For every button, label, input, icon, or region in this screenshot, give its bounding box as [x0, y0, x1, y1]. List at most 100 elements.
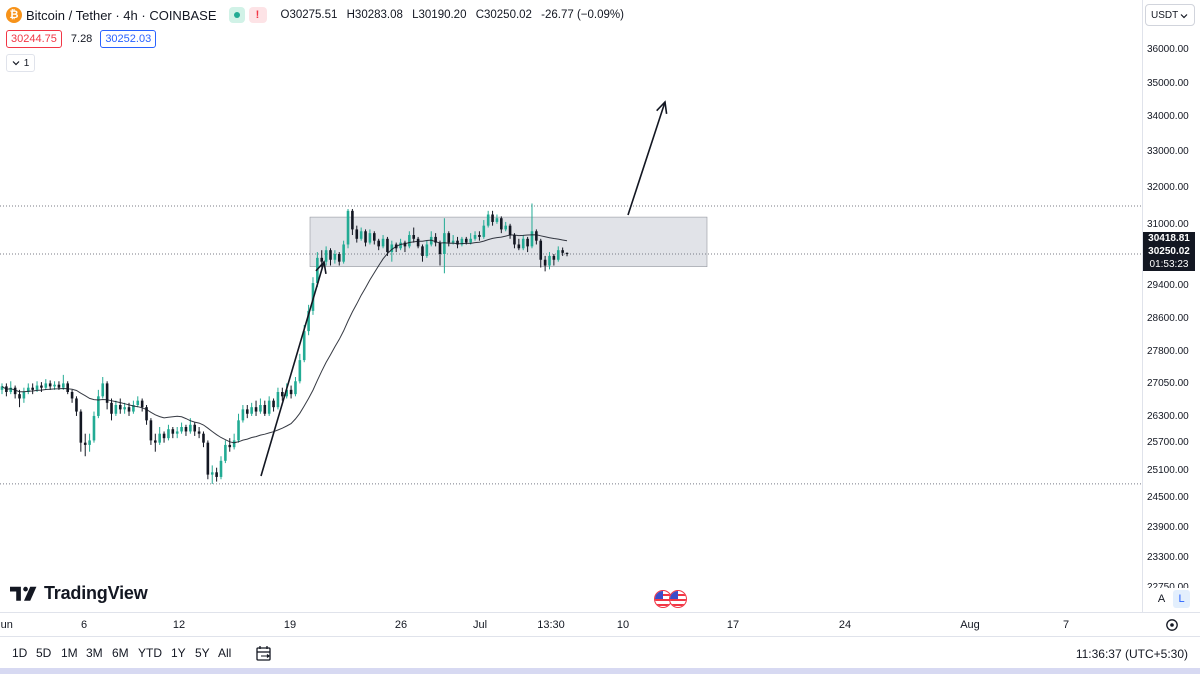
- candle-body: [9, 387, 13, 392]
- buy-button[interactable]: 30252.03: [100, 30, 157, 48]
- candle-body: [451, 240, 455, 243]
- range-button-1m[interactable]: 1M: [61, 646, 78, 660]
- price-chart[interactable]: [0, 0, 1142, 612]
- candle-body: [237, 420, 240, 441]
- range-rectangle: [309, 216, 708, 267]
- candle-body: [329, 250, 332, 260]
- range-button-6m[interactable]: 6M: [112, 646, 129, 660]
- range-button-ytd[interactable]: YTD: [138, 646, 162, 660]
- range-button-1d[interactable]: 1D: [12, 646, 28, 660]
- candle-body: [118, 404, 122, 410]
- candle-body: [127, 407, 131, 412]
- candle-body: [320, 257, 324, 262]
- log-scale-button[interactable]: L: [1173, 590, 1190, 608]
- candle-body: [101, 383, 105, 397]
- price-axis-label: 27800.00: [1147, 346, 1189, 357]
- candle-body: [267, 400, 271, 414]
- candle-body: [504, 225, 507, 230]
- economic-events[interactable]: [654, 590, 687, 608]
- candle-body: [263, 404, 267, 414]
- price-axis-label: 25100.00: [1147, 465, 1189, 476]
- time-axis[interactable]: Jun 6 12 19 26 Jul 13:30 10 17 24 Aug 7: [0, 612, 1200, 636]
- time-axis-label: Aug: [960, 619, 980, 631]
- candle-body: [460, 238, 464, 245]
- auto-scale-button[interactable]: A: [1157, 593, 1166, 605]
- candle-body: [132, 404, 135, 412]
- tradingview-wordmark: TradingView: [44, 582, 148, 603]
- candle-body: [535, 231, 538, 241]
- event-flag-icon[interactable]: [654, 590, 672, 608]
- candle-body: [556, 250, 560, 260]
- candle-body: [79, 411, 83, 443]
- time-axis-label: 7: [1062, 619, 1070, 631]
- sell-button[interactable]: 30244.75: [6, 30, 62, 48]
- candle-body: [228, 444, 232, 448]
- candle-body: [66, 383, 69, 392]
- close-value: C30250.02: [475, 9, 532, 21]
- settings-icon[interactable]: [1164, 617, 1180, 633]
- price-axis[interactable]: [1142, 0, 1200, 612]
- candle-body: [399, 242, 402, 249]
- price-axis-label: 32000.00: [1147, 182, 1189, 193]
- candle-body: [184, 427, 188, 432]
- candle-body: [254, 407, 258, 412]
- range-button-all[interactable]: All: [218, 646, 232, 660]
- range-button-5d[interactable]: 5D: [36, 646, 52, 660]
- low-value: L30190.20: [412, 9, 467, 21]
- price-axis-label: 24500.00: [1147, 492, 1189, 503]
- candle-body: [425, 244, 429, 256]
- candle-body: [110, 402, 113, 414]
- high-value: H30283.08: [346, 9, 403, 21]
- symbol-title[interactable]: Bitcoin / Tether · 4h · COINBASE: [26, 7, 217, 23]
- candle-body: [215, 472, 218, 477]
- candle-body: [210, 472, 214, 475]
- time-axis-label: 10: [616, 619, 630, 631]
- candle-body: [517, 244, 521, 249]
- candle-body: [359, 231, 363, 239]
- candle-body: [88, 440, 91, 445]
- candle-body: [351, 210, 354, 230]
- candle-body: [35, 385, 39, 390]
- candle-body: [105, 383, 109, 403]
- candle-body: [193, 424, 197, 432]
- date-range-icon[interactable]: [254, 644, 274, 664]
- candle-body: [368, 233, 372, 243]
- time-axis-label: 12: [172, 619, 186, 631]
- chart-pane[interactable]: [0, 0, 1142, 612]
- candle-body: [272, 400, 275, 408]
- candle-body: [307, 310, 310, 332]
- candle-body: [75, 398, 78, 412]
- candle-body: [232, 440, 236, 448]
- clock-timezone[interactable]: 11:36:37 (UTC+5:30): [1075, 647, 1188, 661]
- candle-body: [513, 235, 516, 245]
- candle-body: [324, 250, 328, 262]
- candle-body: [31, 387, 34, 390]
- tradingview-logo-mark: [10, 586, 37, 601]
- symbol-legend: ₿ Bitcoin / Tether · 4h · COINBASE ! O30…: [6, 6, 630, 24]
- event-flag-icon[interactable]: [669, 590, 687, 608]
- currency-select[interactable]: USDT: [1145, 4, 1195, 26]
- price-axis-label: 25700.00: [1147, 437, 1189, 448]
- range-button-5y[interactable]: 5Y: [195, 646, 210, 660]
- warning-icon[interactable]: !: [248, 7, 267, 23]
- candle-body: [491, 214, 494, 222]
- ohlc-values: O30275.51 H30283.08 L30190.20 C30250.02 …: [281, 9, 630, 21]
- candle-body: [13, 387, 17, 395]
- price-axis-label: 23300.00: [1147, 552, 1189, 563]
- price-axis-label: 35000.00: [1147, 78, 1189, 89]
- indicator-toggle[interactable]: 1: [6, 54, 35, 72]
- indicator-count: 1: [23, 57, 30, 69]
- market-status[interactable]: [228, 7, 245, 23]
- range-button-1y[interactable]: 1Y: [171, 646, 186, 660]
- range-button-3m[interactable]: 3M: [86, 646, 103, 660]
- candle-body: [386, 238, 389, 253]
- candle-body: [48, 383, 52, 387]
- candle-body: [443, 233, 446, 254]
- candle-body: [97, 396, 100, 416]
- candle-body: [123, 407, 126, 410]
- spread-value: 7.28: [70, 33, 93, 45]
- change-value: -26.77 (−0.09%): [541, 9, 624, 21]
- candle-body: [136, 400, 140, 405]
- bottom-strip: [0, 668, 1200, 674]
- candle-body: [40, 385, 43, 388]
